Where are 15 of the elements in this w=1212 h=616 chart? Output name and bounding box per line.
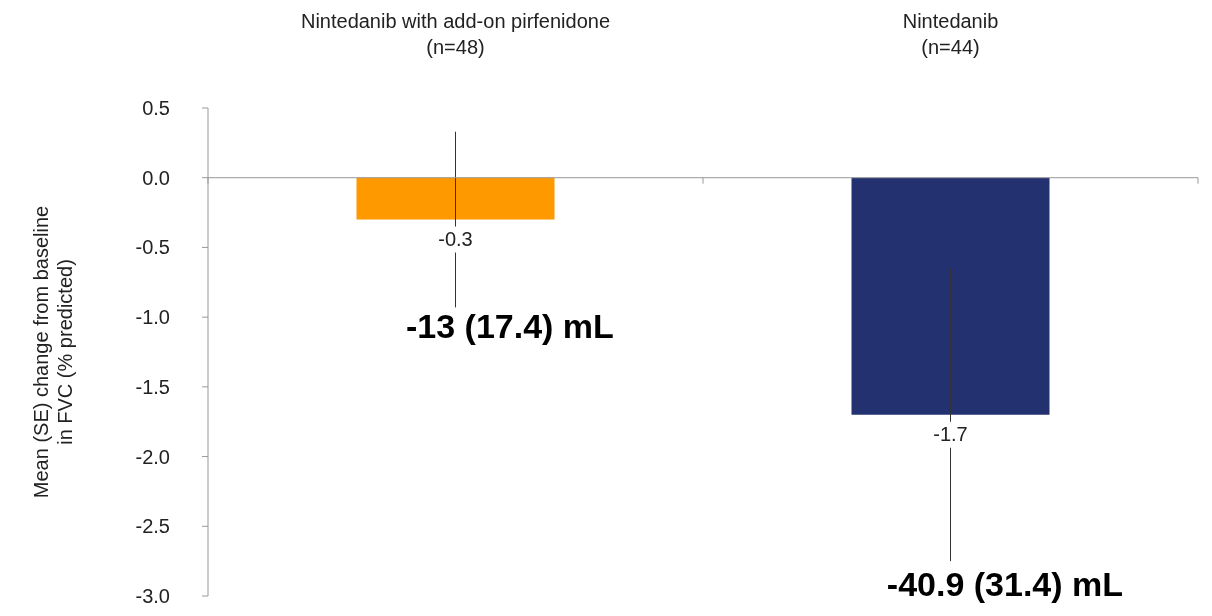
y-tick-label: -2.0 [135,445,170,468]
y-tick-label: 0.5 [142,97,170,119]
x-tick-label: Nintedanib with add-on pirfenidone (n=48) [300,10,611,58]
data-label: -0.3 [438,227,473,250]
y-tick-label: -2.5 [135,515,170,538]
data-label: -1.7 [933,422,968,445]
y-axis-title: Mean (SE) change from baseline in FVC (% predicted) [30,205,76,499]
y-tick-label: -3.0 [135,585,170,607]
annotation: -13 (17.4) mL [406,307,614,346]
y-tick-label: -0.5 [135,236,170,259]
y-tick-label: 0.0 [142,166,170,189]
annotation: -40.9 (31.4) mL [886,565,1124,603]
y-tick-label: -1.0 [135,306,170,329]
x-tick-label: Nintedanib (n=44) [902,10,999,58]
y-tick-label: -1.5 [135,375,170,398]
